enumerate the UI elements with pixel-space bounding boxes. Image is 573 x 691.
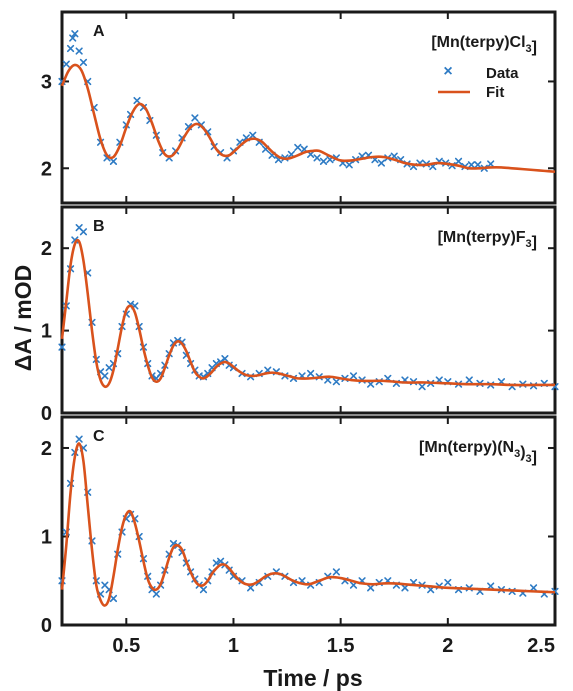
compound-label: [Mn(terpy)(N3)3] [419, 439, 537, 466]
data-point [377, 159, 385, 167]
data-point [367, 584, 375, 592]
x-tick-label: 2.5 [527, 635, 555, 657]
data-point [349, 372, 358, 380]
data-point [307, 369, 315, 378]
data-point [109, 594, 118, 603]
data-point [66, 44, 75, 53]
data-point [465, 376, 473, 384]
panel-frame [60, 205, 557, 415]
data-point [109, 157, 118, 165]
y-tick-label: 1 [41, 526, 52, 548]
x-tick-label: 2 [442, 635, 453, 657]
data-point [345, 161, 353, 169]
data-point [75, 435, 83, 443]
data-point [367, 380, 375, 388]
legend-data-label: Data [486, 65, 519, 82]
x-tick-label: 0.5 [112, 635, 140, 657]
data-point [474, 161, 482, 169]
fit-curve [60, 442, 556, 607]
data-point [133, 96, 141, 105]
y-tick-label: 1 [41, 321, 52, 343]
fit-curve [60, 238, 555, 389]
x-axis-title: Time / ps [263, 665, 362, 691]
data-series [58, 224, 559, 391]
panels: 2 3 A [Mn(terpy)Cl3] 0 1 2 B [Mn(terpy)F3] 0 1 2 C [M… [41, 10, 559, 637]
data-point [221, 355, 229, 363]
legend: × Data Fit [438, 63, 519, 101]
data-point [487, 160, 495, 168]
data-point [101, 372, 109, 380]
y-tick-label: 3 [41, 71, 52, 93]
data-point [529, 584, 538, 592]
fit-curve [60, 63, 556, 174]
data-point [332, 568, 340, 576]
y-tick-label: 0 [41, 615, 52, 637]
y-axis-title: ΔA / mOD [10, 265, 36, 371]
data-point [401, 584, 409, 592]
data-point [79, 228, 88, 236]
data-point [79, 58, 88, 66]
compound-label: [Mn(terpy)F3] [438, 229, 537, 251]
panel-frame [60, 10, 557, 205]
legend-fit-label: Fit [486, 84, 504, 101]
panel-letter: A [93, 23, 105, 40]
compound-label: [Mn(terpy)Cl3] [431, 34, 537, 56]
legend-data-marker: × [443, 63, 452, 80]
data-point [487, 582, 495, 590]
panel-b: 0 1 2 B [Mn(terpy)F3] [41, 205, 559, 425]
data-point [249, 131, 257, 139]
data-point [454, 157, 463, 165]
data-point [332, 378, 340, 386]
data-point [58, 343, 66, 351]
panel-a: 2 3 A [Mn(terpy)Cl3] [41, 10, 557, 205]
x-tick-label: 1.5 [327, 635, 355, 657]
data-point [75, 47, 83, 55]
data-point [444, 578, 452, 587]
y-tick-label: 2 [41, 158, 52, 180]
data-point [62, 60, 70, 68]
data-point [319, 157, 328, 165]
panel-frame [60, 415, 557, 627]
data-point [467, 161, 476, 169]
y-tick-label: 0 [41, 403, 52, 425]
data-series [58, 30, 495, 172]
y-tick-label: 2 [41, 438, 52, 460]
y-tick-label: 2 [41, 238, 52, 260]
data-point [349, 581, 358, 589]
data-point [294, 143, 302, 152]
data-point [152, 590, 160, 598]
panel-letter: B [93, 218, 105, 235]
panel-letter: C [93, 428, 105, 445]
data-point [418, 383, 426, 391]
data-point [313, 154, 321, 162]
x-tick-label: 1 [228, 635, 239, 657]
panel-c: 0 1 2 C [Mn(terpy)(N3)3] [41, 415, 559, 637]
data-point [191, 114, 199, 122]
data-point [71, 30, 79, 38]
x-axis-tick-labels: 0.5 1 1.5 2 2.5 [112, 635, 555, 657]
data-point [69, 34, 77, 42]
data-point [199, 585, 208, 594]
